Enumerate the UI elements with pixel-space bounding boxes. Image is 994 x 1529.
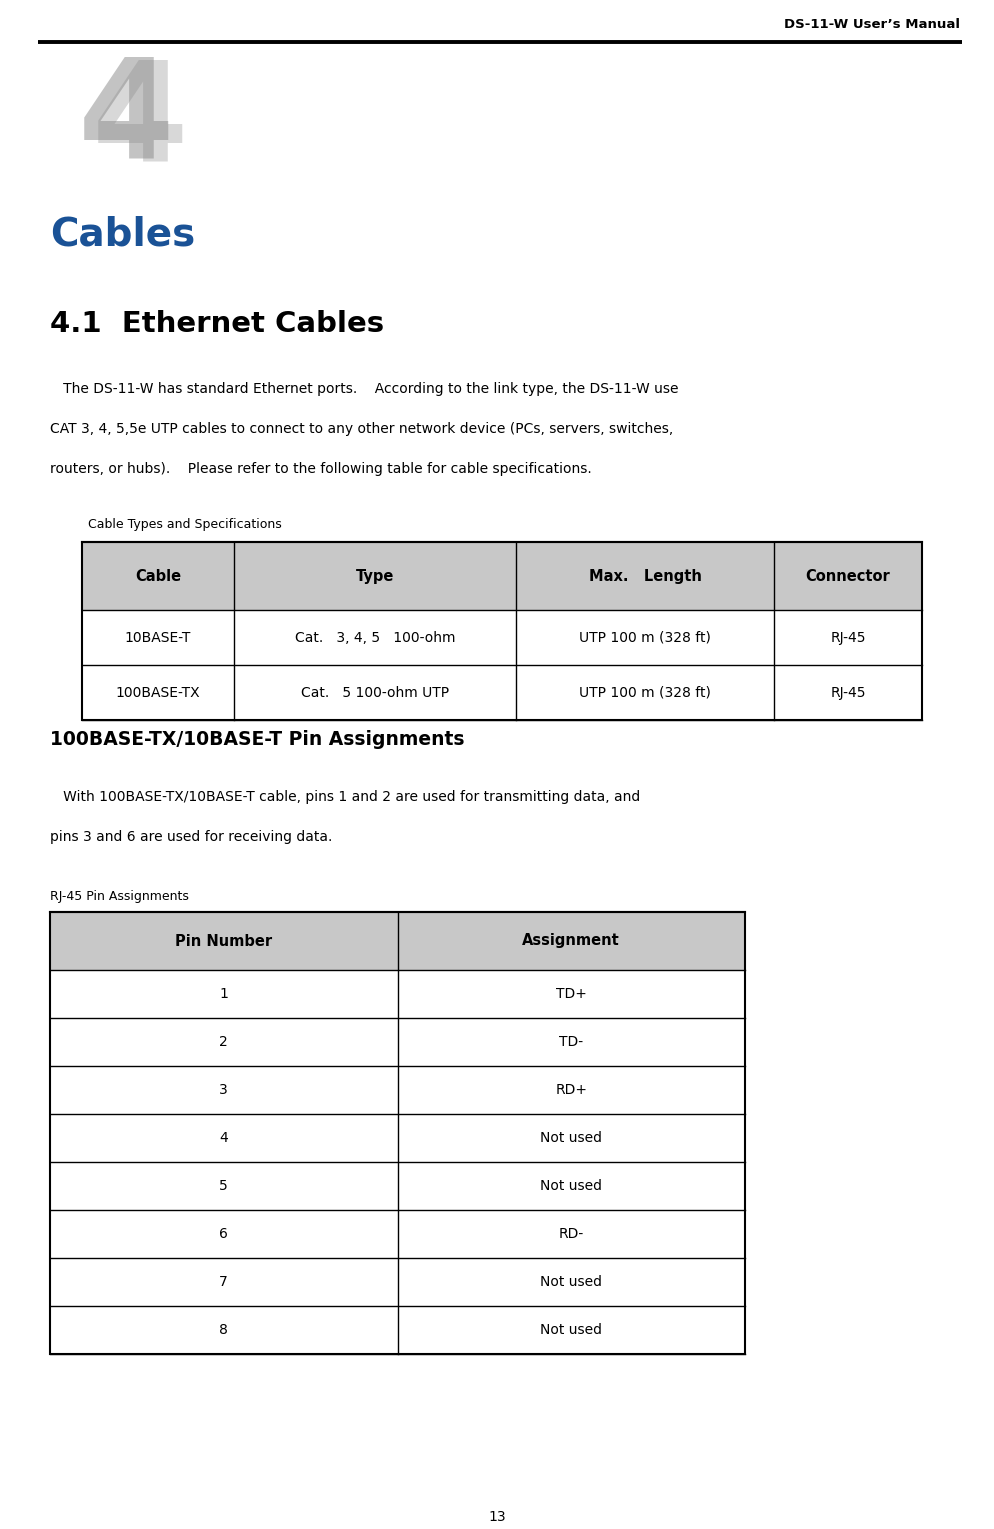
Text: RJ-45: RJ-45 [829,630,865,645]
Text: 3: 3 [219,1083,228,1096]
Text: RD+: RD+ [555,1083,586,1096]
Text: CAT 3, 4, 5,5e UTP cables to connect to any other network device (PCs, servers, : CAT 3, 4, 5,5e UTP cables to connect to … [50,422,673,436]
Text: Pin Number: Pin Number [175,934,272,948]
Bar [82,541,921,610]
Text: pins 3 and 6 are used for receiving data.: pins 3 and 6 are used for receiving data… [50,830,332,844]
Text: Cable Types and Specifications: Cable Types and Specifications [87,518,281,531]
Text: UTP 100 m (328 ft): UTP 100 m (328 ft) [579,630,711,645]
Text: 1: 1 [219,988,228,1001]
Text: Not used: Not used [540,1275,601,1289]
Text: Not used: Not used [540,1131,601,1145]
Text: Max.   Length: Max. Length [588,569,701,584]
Text: 4: 4 [91,55,189,190]
Text: Cables: Cables [50,216,195,252]
Text: 4.1  Ethernet Cables: 4.1 Ethernet Cables [50,310,384,338]
Text: 100BASE-TX: 100BASE-TX [115,685,200,699]
Text: DS-11-W User’s Manual: DS-11-W User’s Manual [783,18,959,31]
Text: Type: Type [356,569,394,584]
Text: UTP 100 m (328 ft): UTP 100 m (328 ft) [579,685,711,699]
Text: Cat.   3, 4, 5   100-ohm: Cat. 3, 4, 5 100-ohm [294,630,455,645]
Text: Not used: Not used [540,1323,601,1336]
Bar [82,541,921,720]
Bar [50,911,745,1355]
Text: RJ-45 Pin Assignments: RJ-45 Pin Assignments [50,890,189,904]
Text: Cat.   5 100-ohm UTP: Cat. 5 100-ohm UTP [300,685,448,699]
Text: 5: 5 [219,1179,228,1193]
Bar [50,911,745,969]
Text: Cable: Cable [135,569,181,584]
Text: 6: 6 [219,1226,228,1242]
Text: 13: 13 [488,1511,506,1524]
Text: TD-: TD- [559,1035,582,1049]
Text: 4: 4 [219,1131,228,1145]
Text: 7: 7 [219,1275,228,1289]
Text: routers, or hubs).    Please refer to the following table for cable specificatio: routers, or hubs). Please refer to the f… [50,462,591,476]
Text: With 100BASE-TX/10BASE-T cable, pins 1 and 2 are used for transmitting data, and: With 100BASE-TX/10BASE-T cable, pins 1 a… [50,790,639,804]
Text: Not used: Not used [540,1179,601,1193]
Text: 10BASE-T: 10BASE-T [124,630,191,645]
Text: TD+: TD+ [556,988,586,1001]
Text: Connector: Connector [805,569,890,584]
Text: 2: 2 [219,1035,228,1049]
Text: Assignment: Assignment [522,934,619,948]
Text: 100BASE-TX/10BASE-T Pin Assignments: 100BASE-TX/10BASE-T Pin Assignments [50,729,464,749]
Text: The DS-11-W has standard Ethernet ports.    According to the link type, the DS-1: The DS-11-W has standard Ethernet ports.… [50,382,678,396]
Text: 4: 4 [78,52,175,187]
Text: RD-: RD- [558,1226,583,1242]
Text: RJ-45: RJ-45 [829,685,865,699]
Text: 4: 4 [78,52,175,187]
Text: 8: 8 [219,1323,228,1336]
